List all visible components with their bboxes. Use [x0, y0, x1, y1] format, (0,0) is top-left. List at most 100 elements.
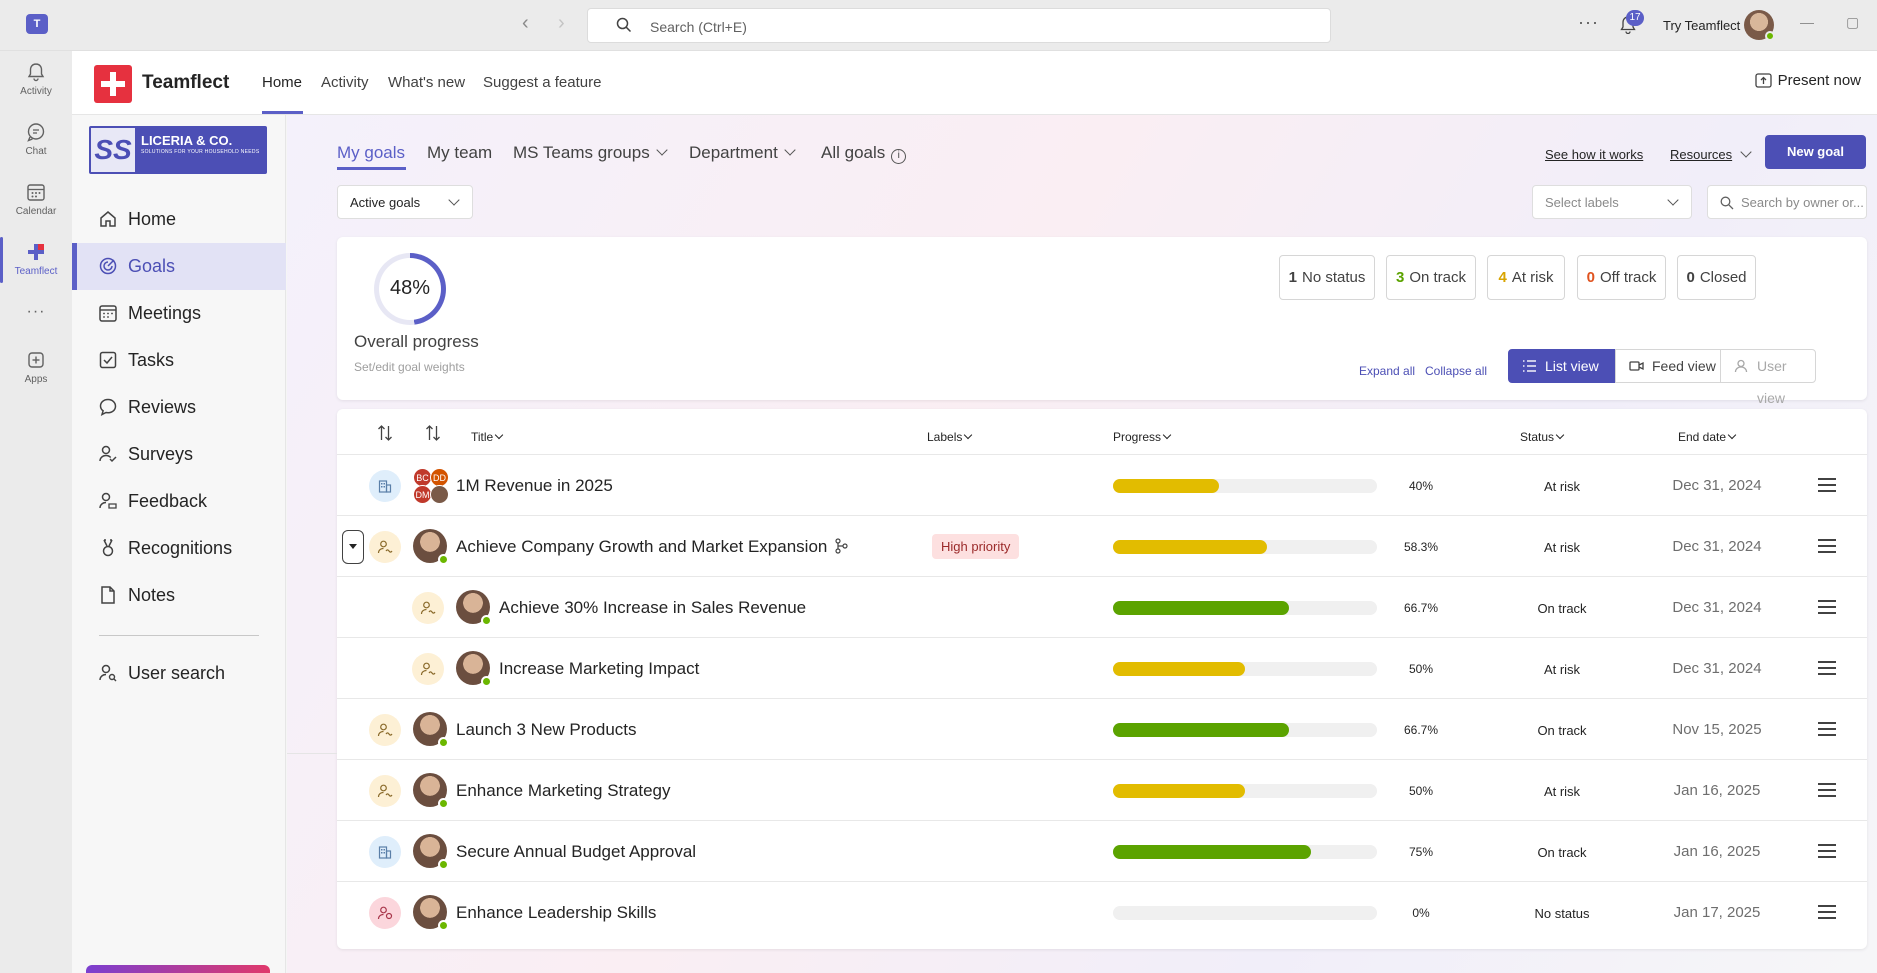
column-header-title[interactable]: Title: [471, 430, 504, 444]
tab-ms-teams-groups[interactable]: MS Teams groups: [513, 143, 668, 163]
table-row[interactable]: Achieve 30% Increase in Sales Revenue 66.…: [337, 576, 1867, 637]
table-row[interactable]: Enhance Leadership Skills 0% No status Jan …: [337, 881, 1867, 942]
tab-my-goals[interactable]: My goals: [337, 143, 406, 162]
row-menu-icon[interactable]: [1818, 844, 1836, 862]
account-name[interactable]: Try Teamflect: [1663, 18, 1741, 33]
labels-select[interactable]: Select labels: [1532, 185, 1692, 219]
expand-all-link[interactable]: Expand all: [1359, 364, 1416, 378]
goal-title[interactable]: 1M Revenue in 2025: [456, 476, 613, 496]
goal-status[interactable]: On track: [1537, 601, 1587, 616]
sidebar-item-goals[interactable]: Goals: [72, 243, 286, 290]
goal-status[interactable]: At risk: [1543, 540, 1581, 555]
see-how-it-works-link[interactable]: See how it works: [1545, 147, 1644, 162]
goal-status[interactable]: On track: [1537, 845, 1587, 860]
stat-no-status[interactable]: 1 No status: [1279, 255, 1375, 300]
owner-search-input[interactable]: Search by owner or...: [1707, 185, 1867, 219]
sidebar-item-meetings[interactable]: Meetings: [72, 290, 286, 337]
sort-order-icon[interactable]: [425, 424, 441, 442]
goal-title[interactable]: Achieve 30% Increase in Sales Revenue: [499, 598, 806, 618]
goal-label-chip[interactable]: High priority: [932, 534, 1020, 559]
maximize-icon[interactable]: ▢: [1846, 14, 1860, 30]
row-menu-icon[interactable]: [1818, 661, 1836, 679]
stat-off-track[interactable]: 0 Off track: [1577, 255, 1666, 300]
sidebar-item-feedback[interactable]: Feedback: [72, 478, 286, 525]
sidebar-item-tasks[interactable]: Tasks: [72, 337, 286, 384]
sidebar-item-notes[interactable]: Notes: [72, 572, 286, 619]
resources-dropdown[interactable]: Resources: [1670, 146, 1752, 162]
row-menu-icon[interactable]: [1818, 478, 1836, 496]
tab-my-team[interactable]: My team: [427, 143, 493, 162]
rail-item-activity[interactable]: Activity: [0, 61, 72, 97]
column-header-status[interactable]: Status: [1520, 430, 1565, 444]
owners-avatar-group[interactable]: BC DD DM: [413, 468, 449, 504]
owner-avatar[interactable]: [456, 590, 492, 626]
table-row[interactable]: Achieve Company Growth and Market Expans…: [337, 515, 1867, 576]
tab-activity[interactable]: Activity: [321, 74, 369, 91]
table-row[interactable]: Increase Marketing Impact 50% At risk Dec 3…: [337, 637, 1867, 698]
rail-item-chat[interactable]: Chat: [0, 121, 72, 157]
goal-title[interactable]: Increase Marketing Impact: [499, 659, 699, 679]
tab-all-goals[interactable]: All goals i: [821, 143, 907, 164]
goal-title[interactable]: Launch 3 New Products: [456, 720, 637, 740]
row-menu-icon[interactable]: [1818, 783, 1836, 801]
sidebar-item-home[interactable]: Home: [72, 196, 286, 243]
set-goal-weights-link[interactable]: Set/edit goal weights: [354, 360, 465, 374]
table-row[interactable]: BC DD DM 1M Revenue in 2025 40% At risk Dec 31…: [337, 454, 1867, 515]
rail-item-calendar[interactable]: Calendar: [0, 181, 72, 217]
user-view-button[interactable]: User view: [1720, 349, 1816, 406]
more-options-icon[interactable]: ···: [1578, 12, 1599, 32]
global-search-input[interactable]: Search (Ctrl+E): [587, 8, 1331, 43]
owner-avatar[interactable]: [413, 834, 449, 870]
back-arrow-icon[interactable]: ‹: [522, 12, 529, 34]
row-menu-icon[interactable]: [1818, 600, 1836, 618]
column-header-end-date[interactable]: End date: [1678, 430, 1737, 444]
tab-department[interactable]: Department: [689, 143, 796, 163]
account-avatar[interactable]: [1744, 10, 1775, 41]
goal-title[interactable]: Enhance Leadership Skills: [456, 903, 656, 923]
owner-avatar[interactable]: [456, 651, 492, 687]
rail-more-icon[interactable]: ···: [26, 303, 46, 320]
collapse-subgoals-button[interactable]: [342, 530, 364, 564]
goal-status[interactable]: On track: [1537, 723, 1587, 738]
sidebar-item-surveys[interactable]: Surveys: [72, 431, 286, 478]
forward-arrow-icon[interactable]: ›: [558, 12, 565, 34]
table-row[interactable]: Secure Annual Budget Approval 75% On track…: [337, 820, 1867, 881]
sidebar-item-reviews[interactable]: Reviews: [72, 384, 286, 431]
rail-item-apps[interactable]: Apps: [0, 349, 72, 385]
sidebar-promo-strip[interactable]: [86, 965, 270, 973]
info-icon[interactable]: i: [891, 149, 907, 164]
minimize-icon[interactable]: —: [1800, 14, 1814, 30]
goal-status[interactable]: No status: [1534, 906, 1590, 921]
goal-status[interactable]: At risk: [1543, 662, 1581, 677]
row-menu-icon[interactable]: [1818, 539, 1836, 557]
owner-avatar[interactable]: [413, 712, 449, 748]
owner-avatar[interactable]: [413, 895, 449, 931]
tab-home[interactable]: Home: [262, 74, 303, 91]
goal-title[interactable]: Secure Annual Budget Approval: [456, 842, 696, 862]
goal-status[interactable]: At risk: [1543, 479, 1581, 494]
list-view-button[interactable]: List view: [1508, 349, 1616, 383]
table-row[interactable]: Launch 3 New Products 66.7% On track Nov 15…: [337, 698, 1867, 759]
stat-on-track[interactable]: 3 On track: [1386, 255, 1476, 300]
column-header-progress[interactable]: Progress: [1113, 430, 1172, 444]
row-menu-icon[interactable]: [1818, 722, 1836, 740]
sidebar-item-user-search[interactable]: User search: [72, 650, 286, 697]
column-header-labels[interactable]: Labels: [927, 430, 973, 444]
stat-at-risk[interactable]: 4 At risk: [1487, 255, 1565, 300]
rail-item-teamflect[interactable]: Teamflect: [0, 237, 72, 283]
owner-avatar[interactable]: [413, 773, 449, 809]
stat-closed[interactable]: 0 Closed: [1677, 255, 1756, 300]
sort-arrows-icon[interactable]: [377, 424, 393, 442]
goal-status[interactable]: At risk: [1543, 784, 1581, 799]
collapse-all-link[interactable]: Collapse all: [1425, 364, 1488, 378]
new-goal-button[interactable]: New goal: [1765, 135, 1866, 169]
table-row[interactable]: Enhance Marketing Strategy 50% At risk Jan …: [337, 759, 1867, 820]
tab-suggest-feature[interactable]: Suggest a feature: [483, 74, 602, 91]
feed-view-button[interactable]: Feed view: [1615, 349, 1721, 383]
sidebar-item-recognitions[interactable]: Recognitions: [72, 525, 286, 572]
row-menu-icon[interactable]: [1818, 905, 1836, 923]
owner-avatar[interactable]: [413, 529, 449, 565]
goal-title[interactable]: Enhance Marketing Strategy: [456, 781, 671, 801]
aligned-goals-branch-icon[interactable]: [834, 538, 848, 554]
present-now-button[interactable]: Present now: [1754, 72, 1861, 89]
